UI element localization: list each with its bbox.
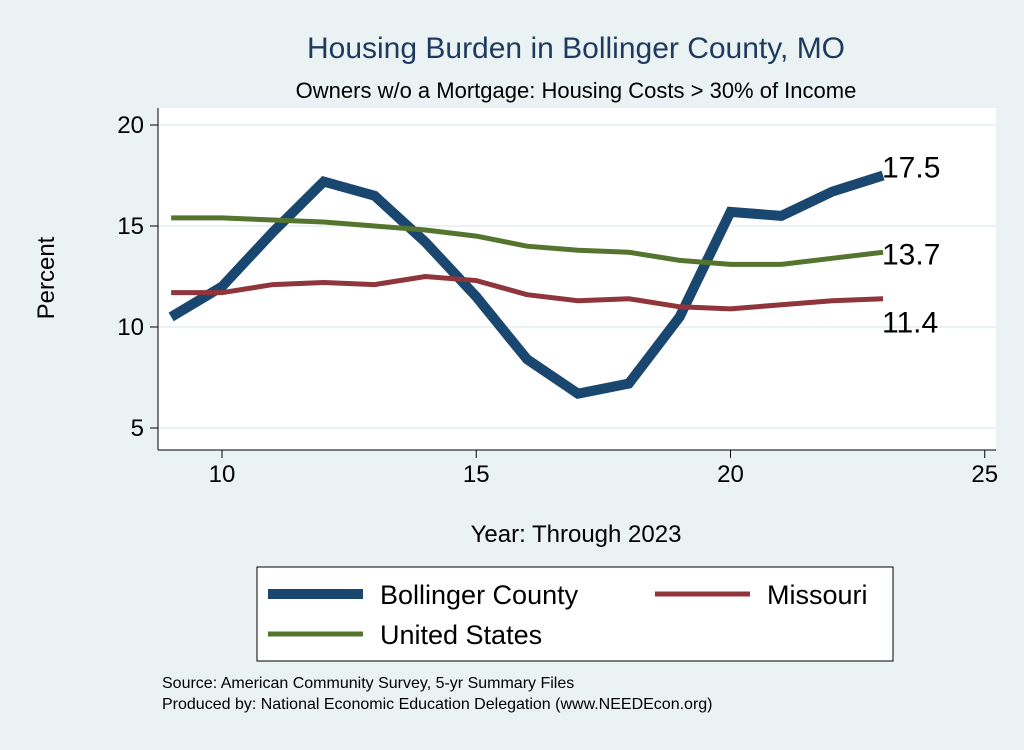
producer-note: Produced by: National Economic Education… (162, 696, 713, 713)
legend-label: Missouri (767, 580, 868, 610)
legend (256, 566, 894, 662)
end-label: 13.7 (882, 238, 940, 271)
x-tick-label: 20 (717, 461, 744, 488)
y-tick-label: 5 (131, 415, 144, 442)
legend-label: United States (380, 620, 542, 650)
y-tick-label: 20 (117, 112, 144, 139)
x-axis-label: Year: Through 2023 (471, 521, 682, 548)
x-tick-label: 15 (463, 461, 490, 488)
source-note: Source: American Community Survey, 5-yr … (162, 675, 574, 692)
chart-subtitle: Owners w/o a Mortgage: Housing Costs > 3… (296, 78, 857, 103)
chart-title: Housing Burden in Bollinger County, MO (307, 32, 845, 65)
series-line-missouri (171, 273, 884, 312)
series-line-bollinger-county (168, 170, 885, 399)
x-tick-label: 10 (209, 461, 236, 488)
x-tick-label: 25 (971, 461, 998, 488)
y-tick-label: 15 (117, 213, 144, 240)
end-label: 17.5 (882, 152, 940, 185)
y-axis-label: Percent (33, 236, 60, 319)
y-tick-label: 10 (117, 314, 144, 341)
end-label: 11.4 (882, 307, 938, 340)
series-line-united-states (171, 215, 884, 267)
legend-label: Bollinger County (380, 580, 579, 610)
